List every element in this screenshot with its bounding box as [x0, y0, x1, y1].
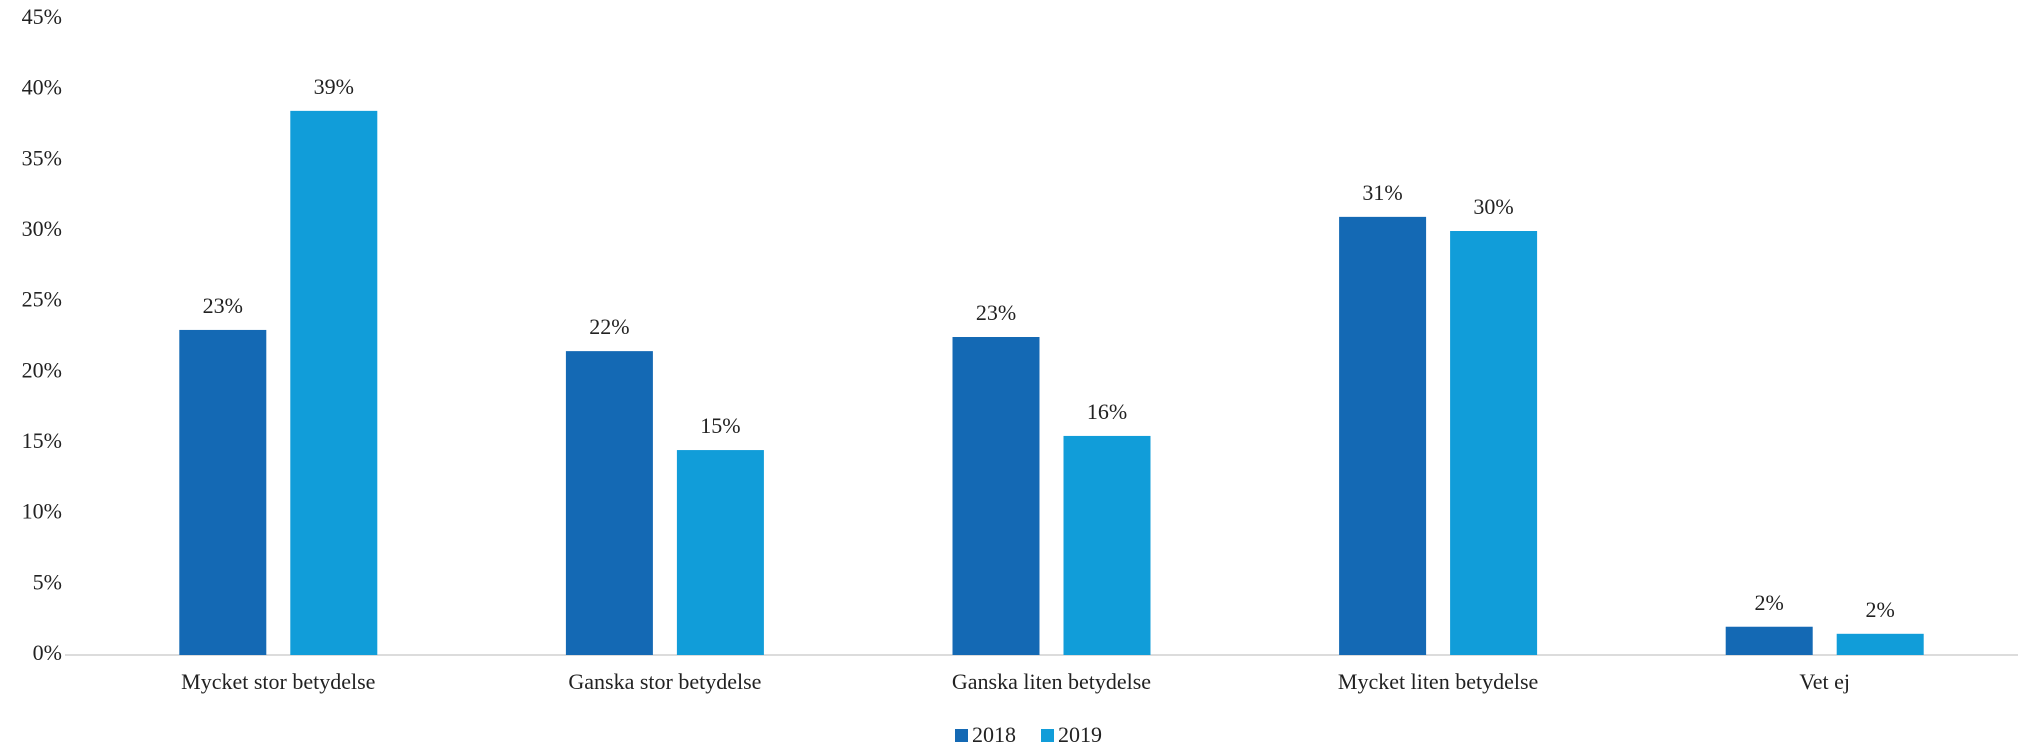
legend-label: 2018 [972, 722, 1016, 747]
y-tick-label: 30% [22, 216, 62, 241]
legend-swatch [1041, 729, 1054, 742]
value-label: 39% [314, 74, 354, 99]
value-label: 23% [976, 300, 1016, 325]
y-tick-label: 40% [22, 75, 62, 100]
y-tick-label: 25% [22, 287, 62, 312]
value-label: 2% [1755, 590, 1784, 615]
legend-swatch [955, 729, 968, 742]
y-tick-label: 5% [33, 569, 62, 594]
x-tick-label: Ganska liten betydelse [952, 669, 1151, 694]
x-tick-label: Ganska stor betydelse [568, 669, 761, 694]
x-tick-label: Vet ej [1799, 669, 1850, 694]
y-tick-label: 15% [22, 428, 62, 453]
legend-label: 2019 [1058, 722, 1102, 747]
bar [179, 329, 267, 655]
y-tick-label: 20% [22, 357, 62, 382]
bar [1725, 626, 1813, 655]
bar [290, 110, 378, 655]
bar [952, 337, 1040, 655]
y-tick-label: 0% [33, 640, 62, 665]
value-label: 23% [203, 293, 243, 318]
bar [1836, 633, 1924, 655]
value-label: 16% [1087, 399, 1127, 424]
value-label: 2% [1866, 597, 1895, 622]
bar [676, 450, 764, 655]
y-tick-label: 35% [22, 145, 62, 170]
bar [1339, 216, 1427, 655]
value-label: 15% [700, 413, 740, 438]
bar [1063, 435, 1151, 655]
value-label: 31% [1362, 180, 1402, 205]
y-tick-label: 45% [22, 4, 62, 29]
x-tick-label: Mycket liten betydelse [1338, 669, 1538, 694]
x-tick-label: Mycket stor betydelse [181, 669, 375, 694]
bar [1450, 231, 1538, 655]
bar [565, 351, 653, 655]
value-label: 30% [1473, 194, 1513, 219]
y-tick-label: 10% [22, 499, 62, 524]
value-label: 22% [589, 314, 629, 339]
